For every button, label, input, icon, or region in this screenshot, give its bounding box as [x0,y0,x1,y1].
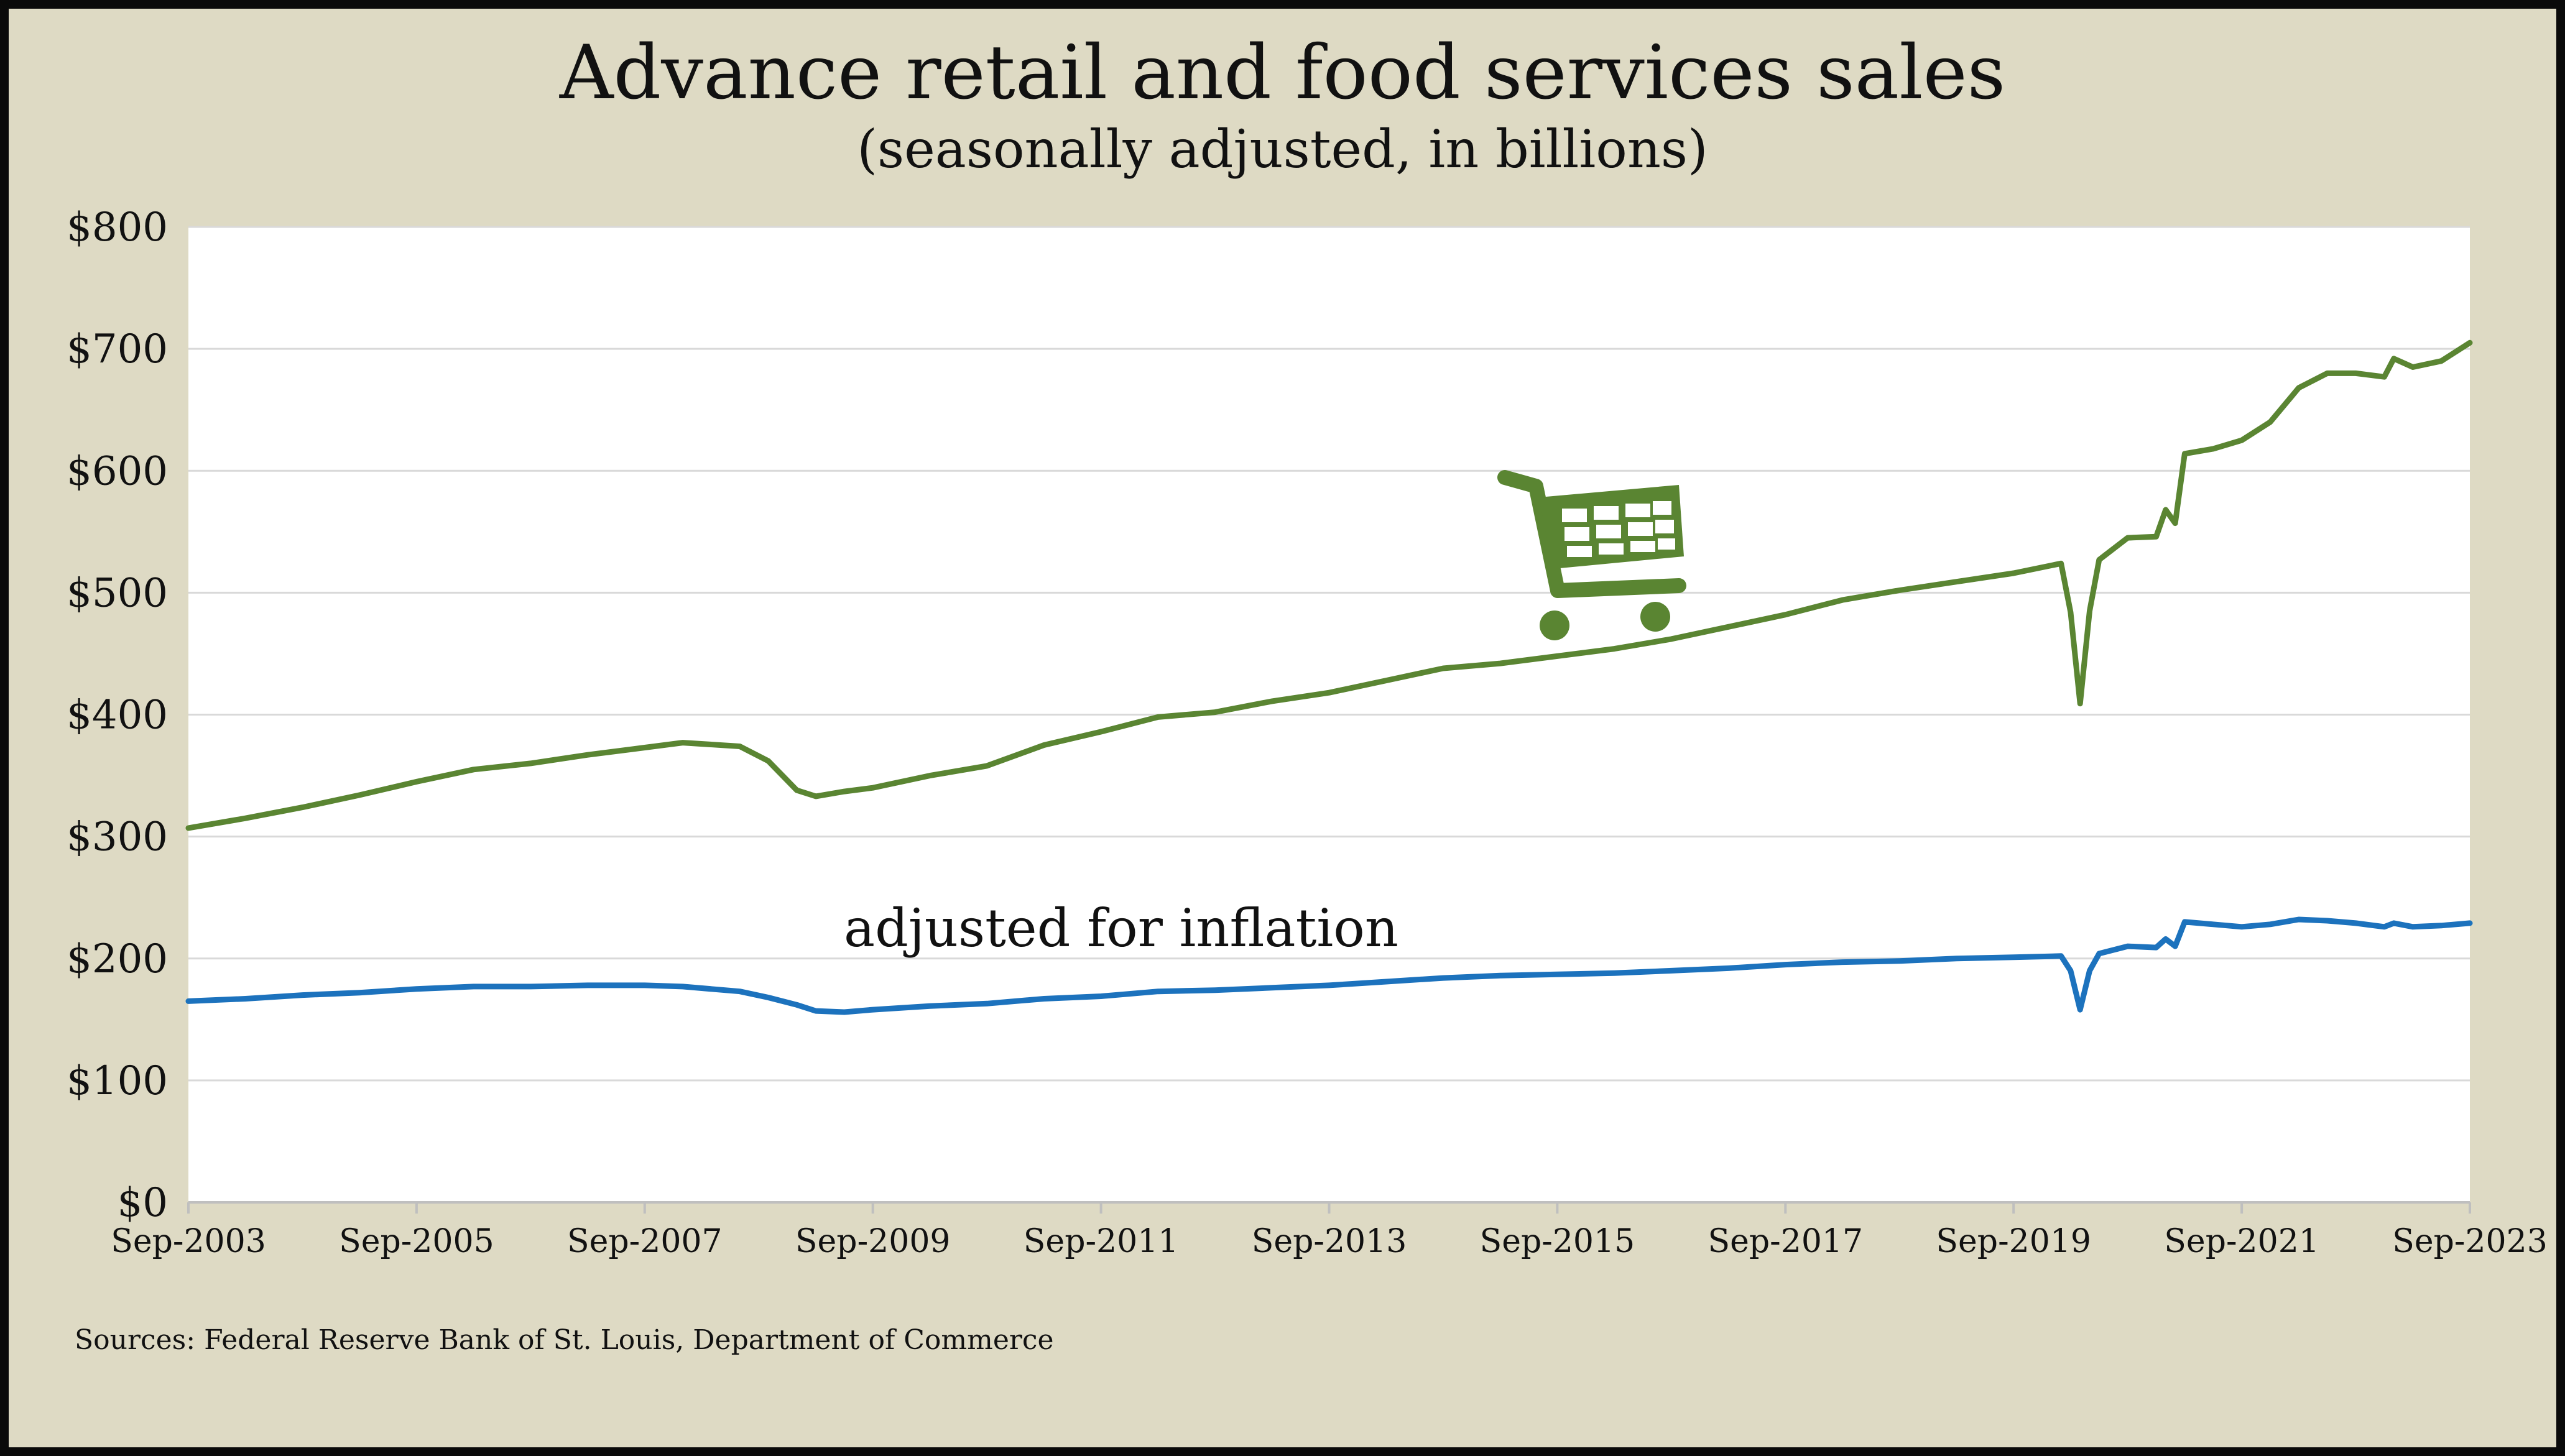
axis-ticks: $0 $100 $200 $300 $400 $500 $600 $700 $800 Sep-20… [67,205,2548,1260]
source-note: Sources: Federal Reserve Bank of St. Lou… [75,1324,1054,1356]
y-tick-label: $600 [67,448,168,494]
x-tick-label: Sep-2011 [1024,1223,1179,1260]
chart-title: Advance retail and food services sales [559,30,2006,116]
series-lines [185,339,2473,1015]
shopping-cart-icon [1497,470,1686,640]
annotation-adjusted-for-inflation: adjusted for inflation [844,898,1398,959]
y-tick-label: $300 [67,814,168,860]
x-tick-label: Sep-2005 [339,1223,494,1260]
x-tick-label: Sep-2023 [2392,1223,2548,1260]
x-tick-label: Sep-2003 [111,1223,266,1260]
y-tick-label: $400 [67,693,168,739]
series-line-nominal [185,339,2473,831]
gridlines [188,226,2470,1082]
y-tick-label: $100 [67,1058,168,1104]
x-tick-label: Sep-2009 [795,1223,951,1260]
x-tick-label: Sep-2019 [1936,1223,2091,1260]
y-tick-label: $500 [67,570,168,616]
series-line-inflation-adjusted [185,916,2473,1015]
y-tick-label: $0 [118,1180,168,1226]
chart-subtitle: (seasonally adjusted, in billions) [857,119,1708,180]
x-tick-label: Sep-2013 [1252,1223,1407,1260]
y-tick-label: $200 [67,936,168,982]
x-tick-label: Sep-2021 [2164,1223,2319,1260]
y-tick-label: $700 [67,326,168,372]
y-tick-label: $800 [67,205,168,251]
x-tick-label: Sep-2007 [567,1223,723,1260]
x-tick-label: Sep-2015 [1480,1223,1635,1260]
x-tick-label: Sep-2017 [1708,1223,1864,1260]
